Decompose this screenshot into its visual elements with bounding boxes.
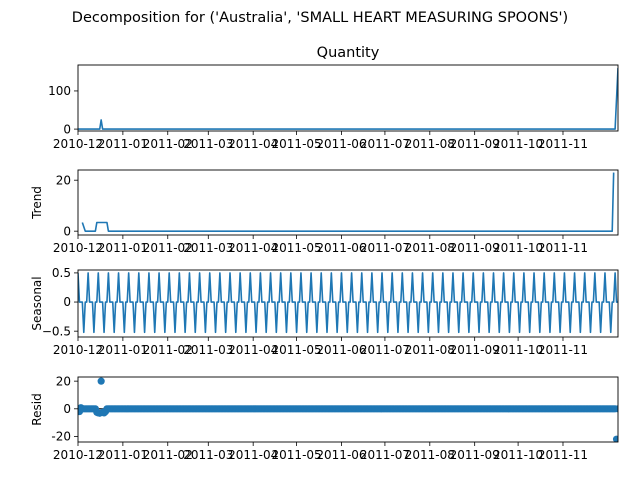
x-tick-label: 2011-07 <box>360 137 410 151</box>
plot-data <box>78 377 618 442</box>
x-tick-label: 2011-02 <box>143 241 193 255</box>
subplot-title: Quantity <box>317 45 380 61</box>
x-tick-label: 2011-05 <box>272 343 322 357</box>
y-axis-label: Resid <box>30 393 44 425</box>
x-tick-label: 2011-05 <box>272 137 322 151</box>
x-tick-label: 2011-06 <box>316 448 366 462</box>
x-tick-label: 2011-04 <box>228 343 278 357</box>
y-tick-label: 0 <box>63 402 71 416</box>
x-tick-label: 2011-09 <box>450 343 500 357</box>
x-tick-label: 2010-12 <box>53 241 103 255</box>
x-tick-label: 2011-03 <box>183 137 233 151</box>
x-tick-label: 2011-03 <box>183 448 233 462</box>
x-tick-label: 2011-02 <box>143 448 193 462</box>
x-tick-label: 2011-09 <box>450 241 500 255</box>
x-tick-label: 2010-12 <box>53 343 103 357</box>
x-tick-label: 2011-10 <box>493 137 543 151</box>
x-tick-label: 2011-11 <box>538 448 588 462</box>
x-tick-label: 2011-08 <box>405 343 455 357</box>
axes-frame <box>77 269 619 338</box>
x-tick-label: 2011-08 <box>405 137 455 151</box>
x-tick-label: 2011-04 <box>228 241 278 255</box>
x-tick-label: 2011-01 <box>98 343 148 357</box>
axes-frame <box>77 376 619 443</box>
x-tick-label: 2011-04 <box>228 448 278 462</box>
x-tick-label: 2011-10 <box>493 343 543 357</box>
y-tick-label: -20 <box>51 430 71 444</box>
x-tick-label: 2011-11 <box>538 137 588 151</box>
y-tick-label: 0.5 <box>52 266 71 280</box>
figure-suptitle: Decomposition for ('Australia', 'SMALL H… <box>72 10 568 26</box>
y-axis-label: Seasonal <box>30 276 44 330</box>
x-tick-label: 2011-03 <box>183 343 233 357</box>
x-tick-label: 2011-05 <box>272 241 322 255</box>
resid-point <box>612 435 618 442</box>
x-tick-label: 2011-09 <box>450 448 500 462</box>
x-tick-label: 2010-12 <box>53 137 103 151</box>
plot-data <box>81 172 615 232</box>
x-tick-label: 2011-02 <box>143 343 193 357</box>
subplot-panels: Quantity01002010-122011-012011-022011-03… <box>30 45 619 462</box>
x-tick-label: 2011-09 <box>450 137 500 151</box>
subplot-1: Quantity 0 100 2010-122011-012011-022011-03… <box>48 45 619 151</box>
series-line <box>81 172 615 232</box>
x-tick-label: 2010-12 <box>53 448 103 462</box>
resid-point <box>614 405 618 413</box>
y-tick-label: 0 <box>63 122 71 136</box>
x-tick-label: 2011-07 <box>360 343 410 357</box>
y-tick-label: 0 <box>63 224 71 238</box>
x-tick-label: 2011-06 <box>316 137 366 151</box>
x-tick-label: 2011-11 <box>538 241 588 255</box>
x-tick-label: 2011-01 <box>98 241 148 255</box>
x-tick-label: 2011-07 <box>360 241 410 255</box>
x-tick-label: 2011-07 <box>360 448 410 462</box>
x-tick-label: 2011-11 <box>538 343 588 357</box>
x-tick-label: 2011-08 <box>405 241 455 255</box>
y-tick-label: 100 <box>48 84 71 98</box>
subplot-3: Seasonal0.50−0.52010-122011-012011-02201… <box>30 266 619 357</box>
subplot-4: Resid200-202010-122011-012011-022011-032… <box>30 374 619 462</box>
x-tick-label: 2011-03 <box>183 241 233 255</box>
plot-data <box>78 68 618 130</box>
x-tick-label: 2011-10 <box>493 448 543 462</box>
subplot-2: Trend0202010-122011-012011-022011-032011… <box>30 169 619 255</box>
resid-point <box>97 377 105 385</box>
x-tick-label: 2011-04 <box>228 137 278 151</box>
x-tick-label: 2011-01 <box>98 448 148 462</box>
x-tick-label: 2011-01 <box>98 137 148 151</box>
x-tick-label: 2011-06 <box>316 241 366 255</box>
x-tick-label: 2011-02 <box>143 137 193 151</box>
y-tick-label: 0 <box>63 295 71 309</box>
seasonal-line <box>78 272 618 334</box>
x-tick-label: 2011-06 <box>316 343 366 357</box>
series-line <box>78 68 618 130</box>
y-tick-label: 20 <box>56 173 71 187</box>
y-tick-label: 20 <box>56 374 71 388</box>
x-tick-label: 2011-08 <box>405 448 455 462</box>
x-tick-label: 2011-10 <box>493 241 543 255</box>
axes-frame <box>77 169 619 236</box>
y-tick-label: −0.5 <box>42 324 71 338</box>
x-tick-label: 2011-05 <box>272 448 322 462</box>
plot-data <box>78 272 618 334</box>
y-axis-label: Trend <box>30 186 44 220</box>
axes-frame <box>77 64 619 132</box>
